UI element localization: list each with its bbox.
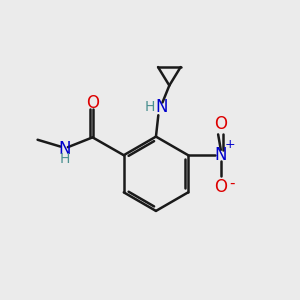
- Text: H: H: [59, 152, 70, 166]
- Text: +: +: [225, 138, 236, 151]
- Text: O: O: [86, 94, 99, 112]
- Text: N: N: [58, 140, 70, 158]
- Text: H: H: [144, 100, 154, 114]
- Text: N: N: [156, 98, 168, 116]
- Text: O: O: [214, 115, 227, 133]
- Text: -: -: [230, 175, 235, 190]
- Text: N: N: [214, 146, 227, 164]
- Text: O: O: [214, 178, 227, 196]
